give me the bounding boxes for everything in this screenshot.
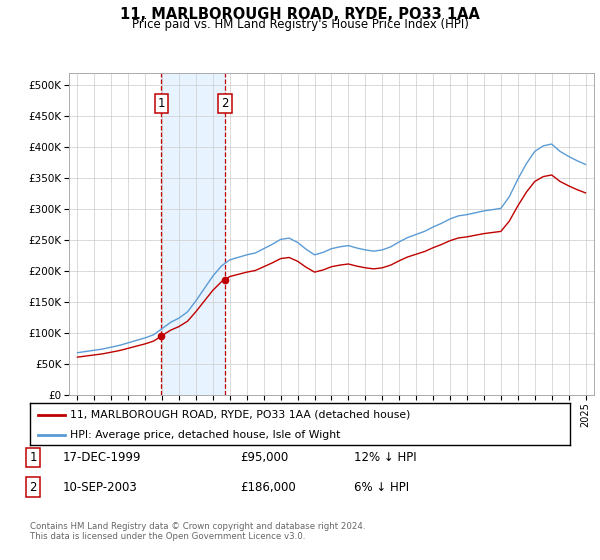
Text: 2: 2 (29, 480, 37, 494)
Text: 11, MARLBOROUGH ROAD, RYDE, PO33 1AA (detached house): 11, MARLBOROUGH ROAD, RYDE, PO33 1AA (de… (71, 409, 411, 419)
Text: 11, MARLBOROUGH ROAD, RYDE, PO33 1AA: 11, MARLBOROUGH ROAD, RYDE, PO33 1AA (120, 7, 480, 22)
Text: 1: 1 (29, 451, 37, 464)
Text: Contains HM Land Registry data © Crown copyright and database right 2024.
This d: Contains HM Land Registry data © Crown c… (30, 522, 365, 542)
Text: Price paid vs. HM Land Registry's House Price Index (HPI): Price paid vs. HM Land Registry's House … (131, 18, 469, 31)
Text: 6% ↓ HPI: 6% ↓ HPI (354, 480, 409, 494)
Text: 10-SEP-2003: 10-SEP-2003 (63, 480, 138, 494)
Text: 17-DEC-1999: 17-DEC-1999 (63, 451, 142, 464)
Text: 1: 1 (158, 97, 165, 110)
Text: HPI: Average price, detached house, Isle of Wight: HPI: Average price, detached house, Isle… (71, 430, 341, 440)
Text: £186,000: £186,000 (240, 480, 296, 494)
Bar (161, 73, 225, 395)
Text: 2: 2 (221, 97, 229, 110)
Text: £95,000: £95,000 (240, 451, 288, 464)
Text: 12% ↓ HPI: 12% ↓ HPI (354, 451, 416, 464)
